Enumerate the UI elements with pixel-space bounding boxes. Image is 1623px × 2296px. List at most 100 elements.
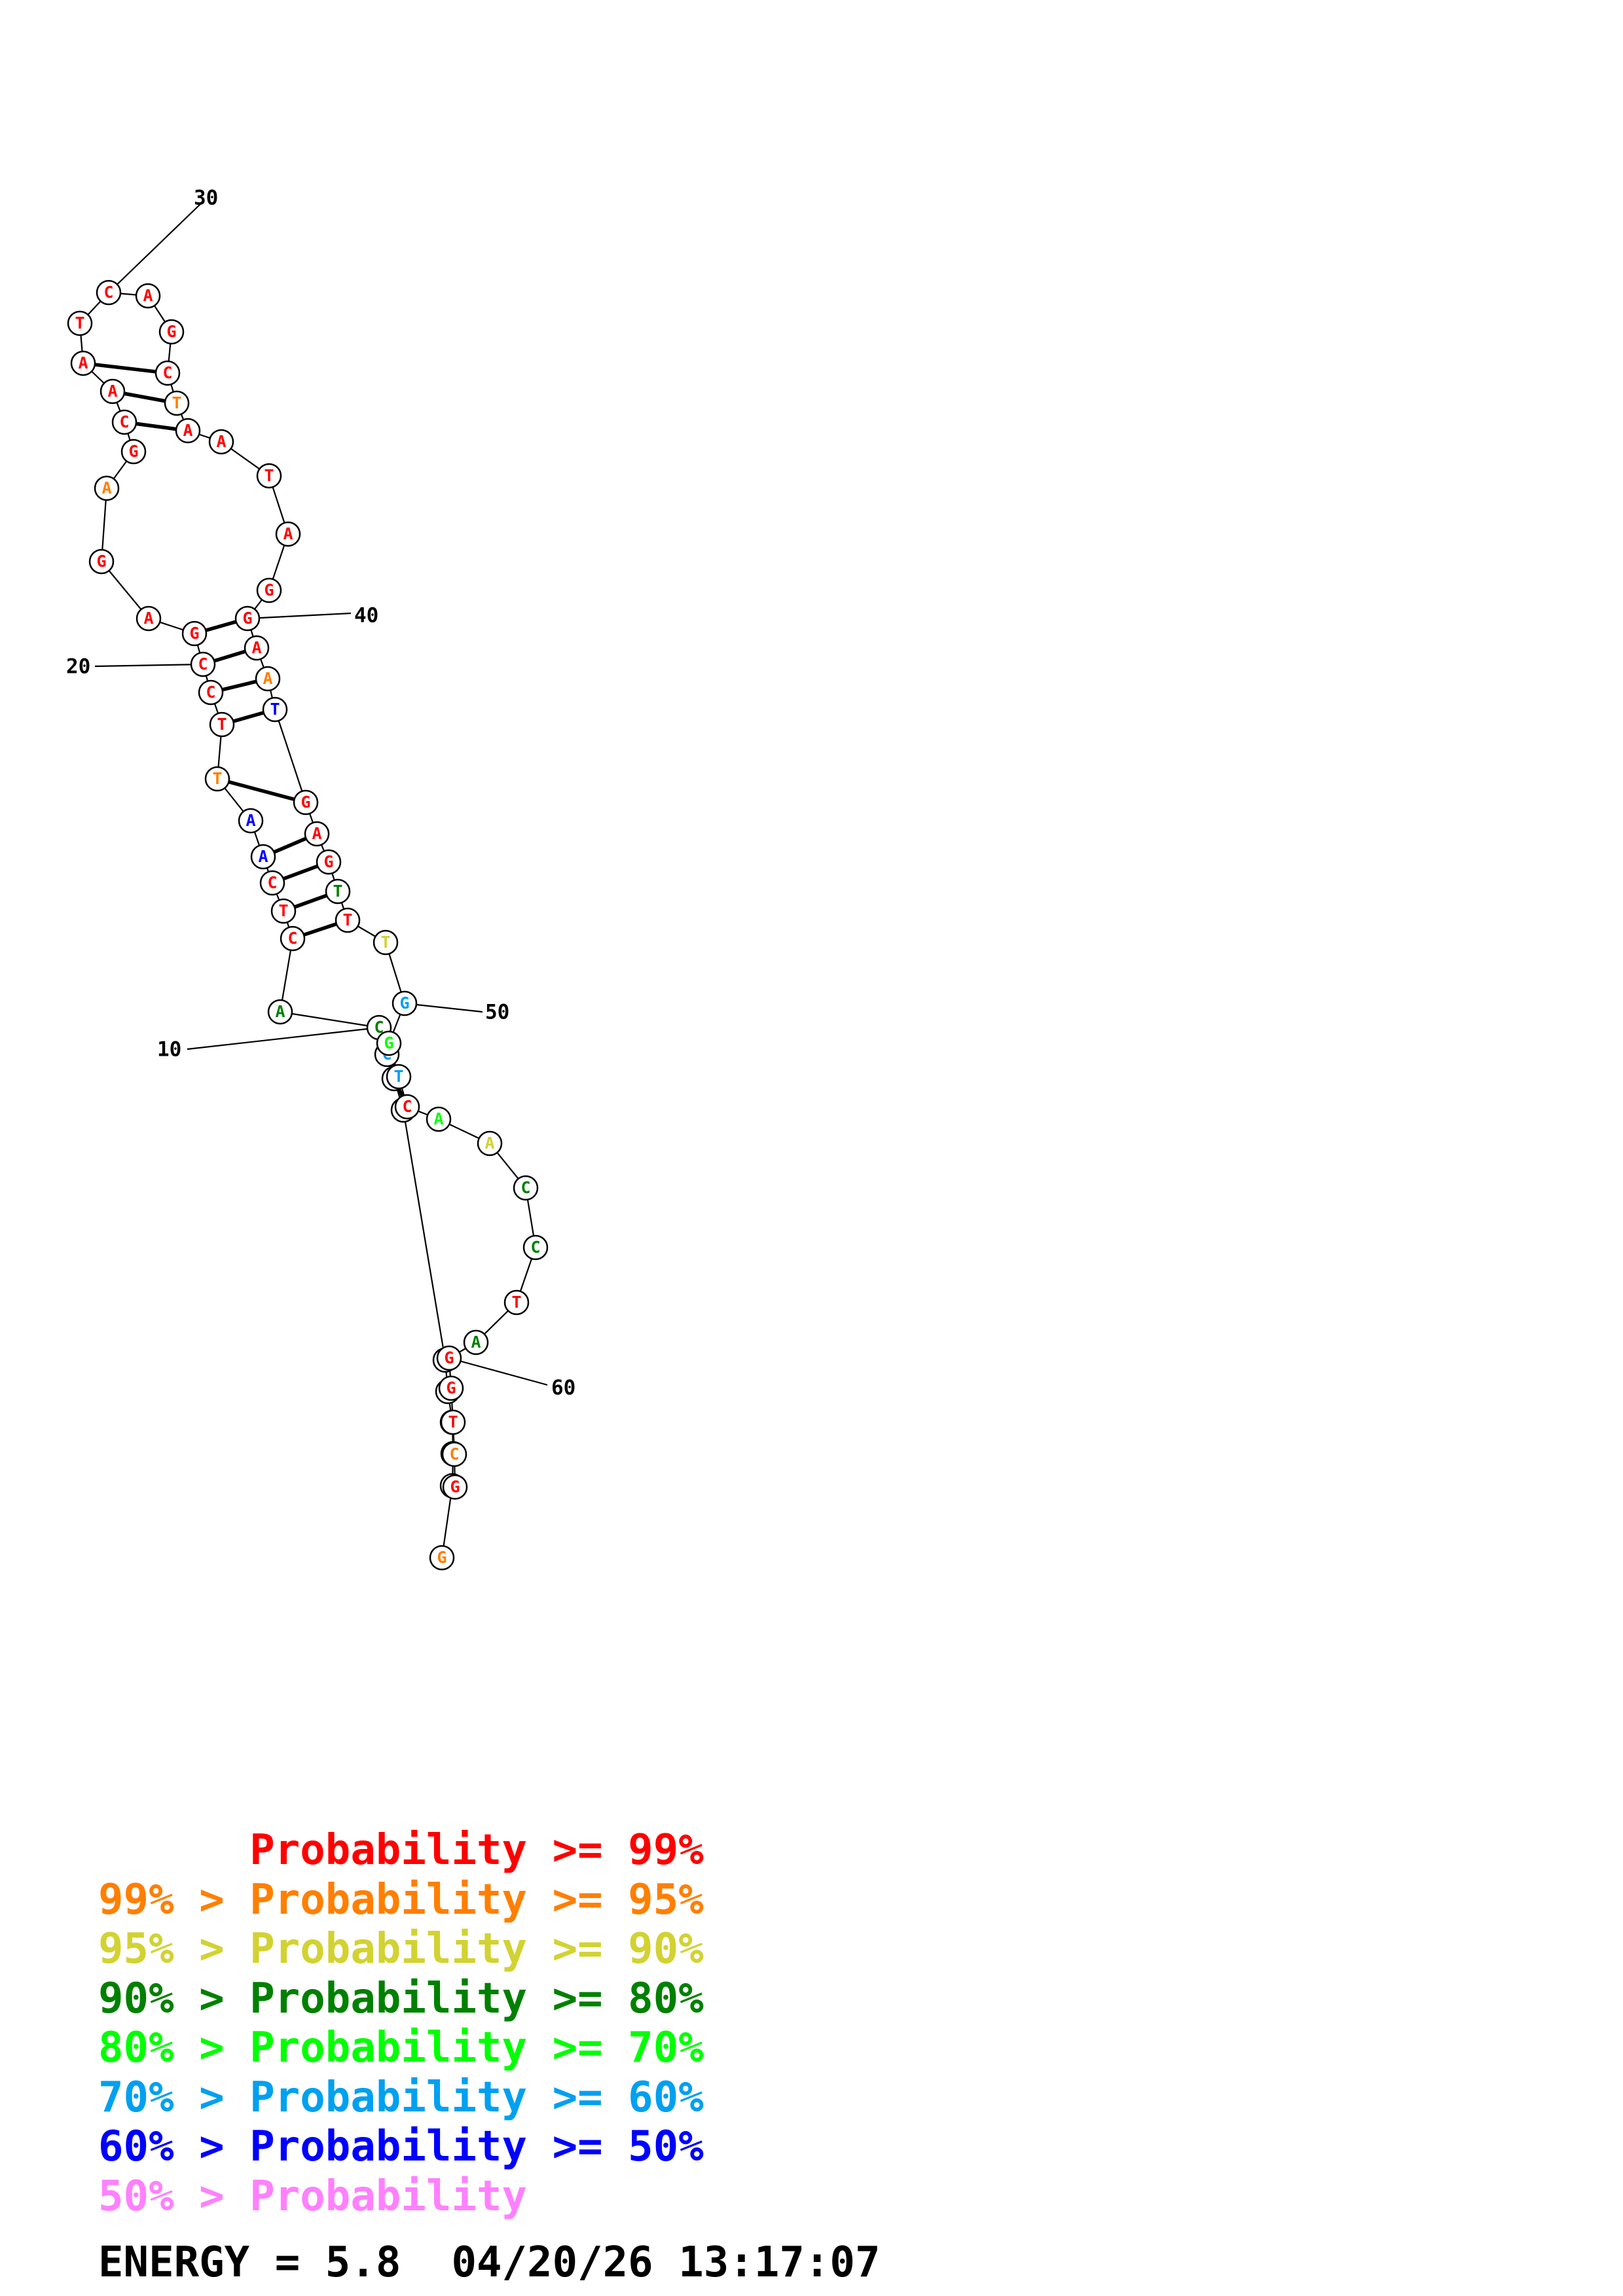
nucleotide-circle	[513, 1175, 539, 1201]
nucleotide-letter: C	[103, 283, 113, 302]
nucleotide-circle	[522, 1234, 549, 1261]
nucleotide-circle	[373, 929, 399, 956]
nucleotide-circle	[255, 666, 281, 692]
nucleotide-letter: T	[511, 1293, 521, 1312]
nucleotide: C	[259, 870, 285, 896]
base-pair-bond	[94, 363, 156, 374]
nucleotide-letter: T	[342, 910, 352, 929]
nucleotide-circle	[304, 821, 330, 847]
nucleotide-circle	[376, 1030, 402, 1056]
base-pair-bond	[221, 679, 257, 692]
nucleotide-letter: G	[444, 1348, 454, 1367]
tick-label: 40	[354, 604, 378, 628]
tick-line	[404, 1002, 483, 1013]
nucleotide-circle	[267, 999, 293, 1025]
nucleotide: G	[429, 1545, 455, 1571]
nucleotide-circle	[270, 898, 297, 924]
nucleotide-circle	[392, 990, 418, 1016]
nucleotide-layer: GACCTTACCCACTCAATTCCGAGAGCAATCAGCTAATAGG…	[67, 279, 549, 1571]
nucleotide-circle	[426, 1106, 452, 1132]
legend-entry: 80% > Probability >= 70%	[98, 2024, 704, 2072]
nucleotide-letter: G	[189, 624, 199, 643]
base-pair-bond	[205, 620, 237, 632]
nucleotide: G	[158, 319, 185, 345]
nucleotide-circle	[96, 279, 122, 306]
base-pair-bond	[282, 864, 319, 881]
nucleotide-letter: T	[380, 933, 390, 952]
nucleotide-letter: T	[333, 882, 342, 901]
nucleotide-letter: T	[75, 314, 84, 332]
nucleotide-letter: C	[530, 1238, 540, 1257]
nucleotide: T	[204, 766, 230, 792]
nucleotide-circle	[477, 1130, 503, 1157]
nucleotide-letter: A	[216, 432, 226, 451]
nucleotide: T	[256, 463, 282, 489]
backbone-segment	[402, 1109, 447, 1361]
nucleotide-circle	[94, 475, 120, 501]
nucleotide-circle	[70, 350, 96, 376]
nucleotide: A	[100, 378, 126, 404]
nucleotide-circle	[190, 651, 216, 677]
nucleotide: G	[436, 1345, 462, 1371]
nucleotide-letter: A	[246, 811, 255, 830]
nucleotide-letter: A	[312, 824, 321, 843]
nucleotide-letter: C	[287, 929, 297, 948]
nucleotide-letter: C	[267, 873, 277, 892]
nucleotide-letter: G	[264, 581, 274, 600]
nucleotide: G	[438, 1375, 464, 1401]
nucleotide: T	[386, 1064, 412, 1090]
nucleotide: G	[88, 548, 115, 575]
nucleotide: T	[335, 907, 361, 933]
nucleotide-letter: T	[212, 769, 222, 788]
nucleotide: G	[234, 605, 261, 632]
nucleotide-letter: T	[217, 715, 227, 734]
nucleotide-circle	[181, 620, 208, 647]
nucleotide-circle	[275, 521, 301, 547]
base-pair-bond	[293, 893, 328, 909]
tick-label: 60	[551, 1376, 575, 1400]
nucleotide-letter: T	[264, 466, 274, 485]
nucleotide: A	[238, 808, 264, 834]
nucleotide-letter: C	[520, 1178, 530, 1197]
nucleotide: T	[503, 1289, 530, 1316]
nucleotide-circle	[238, 808, 264, 834]
base-pair-bond	[397, 1088, 404, 1097]
tick-line	[108, 202, 203, 293]
nucleotide-letter: C	[449, 1444, 459, 1463]
nucleotide: C	[198, 679, 224, 706]
nucleotide-circle	[503, 1289, 530, 1316]
nucleotide: A	[135, 283, 161, 309]
nucleotide-letter: G	[96, 552, 106, 571]
nucleotide-circle	[209, 711, 235, 738]
nucleotide: C	[96, 279, 122, 306]
nucleotide-letter: T	[278, 901, 288, 920]
tick-label: 10	[157, 1038, 181, 1062]
nucleotide: C	[522, 1234, 549, 1261]
nucleotide-circle	[250, 844, 276, 870]
base-pair-bond	[232, 711, 264, 723]
nucleotide: C	[155, 360, 181, 386]
nucleotide-circle	[280, 925, 306, 952]
nucleotide-letter: A	[251, 638, 261, 657]
nucleotide-circle	[463, 1329, 489, 1355]
nucleotide-letter: C	[198, 655, 208, 673]
nucleotide: A	[250, 844, 276, 870]
nucleotide: A	[136, 605, 162, 632]
nucleotide-letter: G	[301, 793, 310, 812]
nucleotide-circle	[67, 310, 93, 336]
legend-entry: 60% > Probability >= 50%	[98, 2123, 704, 2171]
nucleotide: A	[255, 666, 281, 692]
nucleotide-circle	[316, 849, 342, 875]
base-pair-bond	[124, 391, 166, 403]
nucleotide-letter: A	[258, 847, 268, 866]
nucleotide-circle	[256, 577, 282, 603]
nucleotide: T	[270, 898, 297, 924]
nucleotide-letter: A	[143, 609, 153, 628]
legend-entry: 99% > Probability >= 95%	[98, 1875, 704, 1924]
nucleotide: A	[267, 999, 293, 1025]
nucleotide-letter: C	[119, 412, 129, 431]
nucleotide: G	[181, 620, 208, 647]
nucleotide-letter: G	[437, 1548, 447, 1567]
nucleotide: G	[392, 990, 418, 1016]
tick-line	[448, 1357, 548, 1386]
